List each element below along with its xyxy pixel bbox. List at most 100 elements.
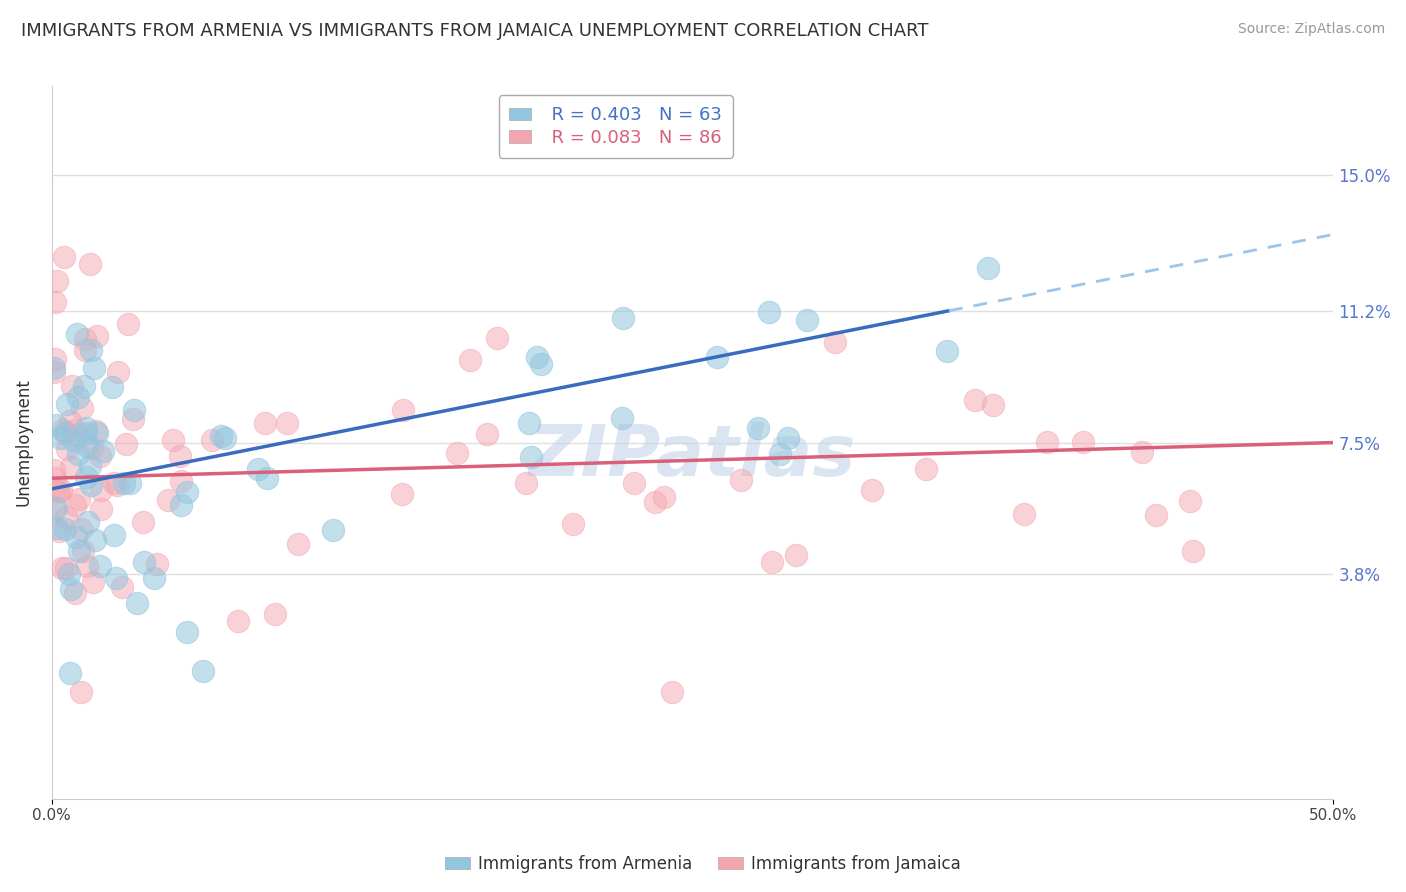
- Point: [170, 498, 193, 512]
- Point: [1073, 434, 1095, 449]
- Point: [46, 484, 69, 499]
- Point: [612, 311, 634, 326]
- Point: [76, 439, 98, 453]
- Point: [70, 401, 93, 416]
- Point: [44, 502, 66, 516]
- Point: [82, 574, 104, 589]
- Point: [101, 379, 124, 393]
- Y-axis label: Unemployment: Unemployment: [15, 378, 32, 507]
- Point: [209, 429, 232, 443]
- Point: [143, 571, 166, 585]
- Point: [44, 471, 66, 485]
- Point: [114, 436, 136, 450]
- Point: [915, 461, 938, 475]
- Point: [69, 685, 91, 699]
- Point: [52, 423, 75, 437]
- Point: [103, 475, 125, 490]
- Point: [562, 517, 585, 532]
- Point: [90, 502, 112, 516]
- Point: [55, 509, 77, 524]
- Point: [761, 555, 783, 569]
- Point: [1144, 508, 1167, 523]
- Point: [1181, 543, 1204, 558]
- Point: [132, 516, 155, 530]
- Point: [86, 328, 108, 343]
- Point: [77, 515, 100, 529]
- Point: [63, 423, 86, 437]
- Text: IMMIGRANTS FROM ARMENIA VS IMMIGRANTS FROM JAMAICA UNEMPLOYMENT CORRELATION CHAR: IMMIGRANTS FROM ARMENIA VS IMMIGRANTS FR…: [21, 22, 928, 40]
- Point: [84, 424, 107, 438]
- Point: [612, 411, 634, 425]
- Point: [1130, 445, 1153, 459]
- Point: [86, 425, 108, 440]
- Point: [56, 442, 79, 456]
- Point: [73, 379, 96, 393]
- Point: [520, 450, 543, 464]
- Point: [1178, 494, 1201, 508]
- Point: [80, 477, 103, 491]
- Point: [66, 447, 89, 461]
- Point: [785, 548, 807, 562]
- Legend:   R = 0.403   N = 63,   R = 0.083   N = 86: R = 0.403 N = 63, R = 0.083 N = 86: [499, 95, 733, 158]
- Point: [59, 665, 82, 680]
- Point: [477, 426, 499, 441]
- Point: [84, 533, 107, 548]
- Point: [46, 274, 69, 288]
- Point: [176, 484, 198, 499]
- Point: [517, 417, 540, 431]
- Point: [69, 492, 91, 507]
- Point: [170, 474, 193, 488]
- Point: [59, 582, 82, 596]
- Point: [51, 560, 73, 574]
- Point: [45, 417, 67, 432]
- Point: [53, 522, 76, 536]
- Point: [214, 431, 236, 445]
- Point: [48, 524, 70, 538]
- Point: [44, 351, 66, 366]
- Point: [45, 501, 67, 516]
- Point: [73, 332, 96, 346]
- Point: [769, 447, 792, 461]
- Point: [515, 476, 537, 491]
- Point: [169, 450, 191, 464]
- Point: [977, 261, 1000, 276]
- Point: [65, 530, 87, 544]
- Point: [391, 487, 413, 501]
- Point: [623, 475, 645, 490]
- Point: [860, 483, 883, 497]
- Point: [72, 544, 94, 558]
- Point: [132, 555, 155, 569]
- Point: [58, 566, 80, 581]
- Point: [93, 444, 115, 458]
- Point: [263, 607, 285, 621]
- Point: [55, 561, 77, 575]
- Point: [661, 685, 683, 699]
- Point: [75, 420, 97, 434]
- Point: [256, 471, 278, 485]
- Point: [162, 433, 184, 447]
- Point: [89, 559, 111, 574]
- Point: [66, 326, 89, 341]
- Point: [80, 343, 103, 358]
- Point: [652, 490, 675, 504]
- Point: [201, 434, 224, 448]
- Point: [747, 421, 769, 435]
- Point: [80, 441, 103, 455]
- Point: [48, 484, 70, 499]
- Point: [730, 473, 752, 487]
- Point: [112, 475, 135, 490]
- Text: ZIPatlas: ZIPatlas: [529, 422, 856, 491]
- Point: [460, 353, 482, 368]
- Point: [44, 361, 66, 376]
- Point: [103, 527, 125, 541]
- Point: [485, 330, 508, 344]
- Point: [111, 580, 134, 594]
- Point: [53, 250, 76, 264]
- Point: [104, 571, 127, 585]
- Point: [127, 596, 149, 610]
- Point: [117, 317, 139, 331]
- Point: [981, 398, 1004, 412]
- Point: [53, 426, 76, 441]
- Text: Source: ZipAtlas.com: Source: ZipAtlas.com: [1237, 22, 1385, 37]
- Point: [156, 492, 179, 507]
